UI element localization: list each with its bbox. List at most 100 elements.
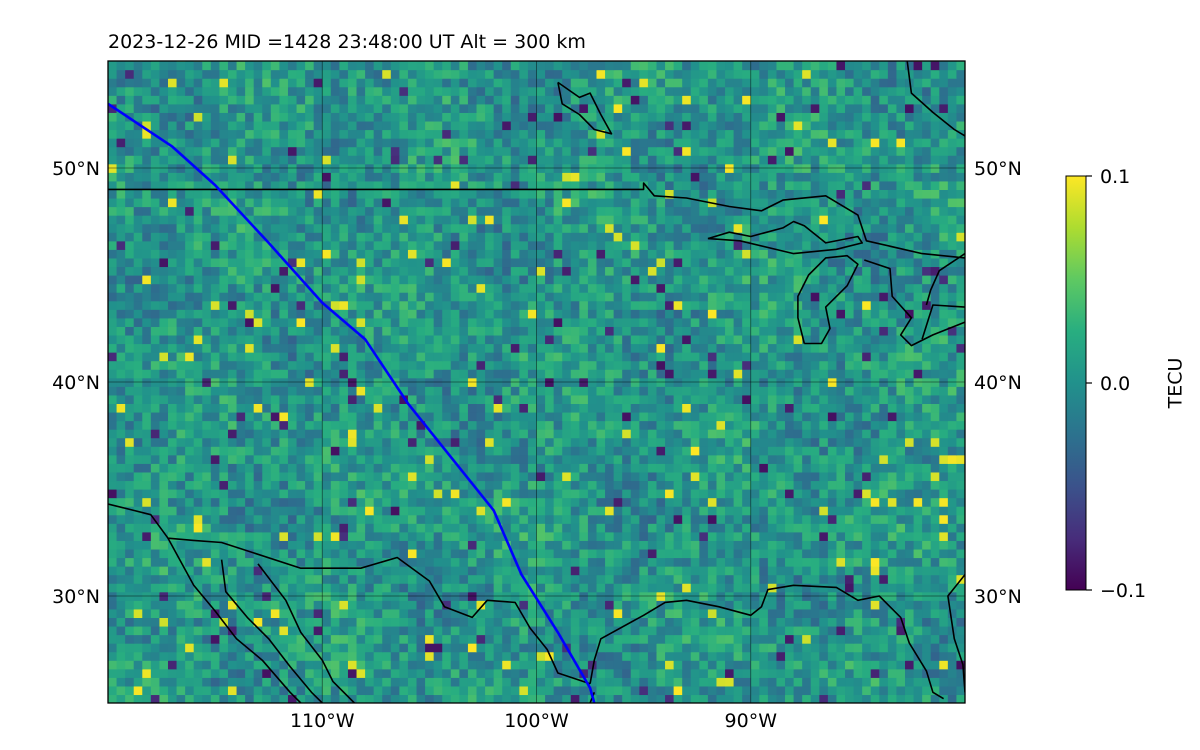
heatmap-cell (133, 471, 143, 482)
heatmap-cell (939, 480, 949, 490)
heatmap-cell (339, 625, 349, 636)
heatmap-cell (827, 292, 838, 302)
heatmap-cell (425, 352, 435, 362)
heatmap-cell (330, 600, 340, 610)
heatmap-cell (425, 557, 435, 567)
heatmap-cell (330, 275, 340, 285)
heatmap-cell (390, 411, 400, 422)
heatmap-cell (622, 275, 632, 285)
heatmap-cell (647, 531, 658, 541)
heatmap-cell (193, 429, 203, 439)
heatmap-cell (305, 317, 315, 327)
heatmap-cell (750, 600, 760, 610)
heatmap-cell (330, 437, 340, 447)
heatmap-cell (690, 617, 700, 627)
heatmap-cell (622, 523, 632, 533)
heatmap-cell (725, 352, 735, 362)
heatmap-cell (365, 514, 375, 524)
heatmap-cell (536, 514, 546, 524)
heatmap-cell (673, 557, 683, 567)
heatmap-cell (776, 463, 786, 473)
heatmap-cell (802, 454, 812, 464)
heatmap-cell (347, 523, 358, 533)
heatmap-cell (819, 326, 829, 336)
heatmap-cell (742, 557, 752, 567)
heatmap-cell (853, 608, 863, 618)
heatmap-cell (253, 557, 263, 567)
heatmap-cell (579, 523, 589, 533)
heatmap-cell (373, 369, 383, 379)
heatmap-cell (639, 600, 649, 610)
heatmap-cell (690, 531, 700, 541)
heatmap-cell (939, 574, 949, 584)
heatmap-cell (347, 463, 358, 473)
heatmap-cell (767, 497, 778, 507)
heatmap-cell (665, 531, 675, 541)
heatmap-cell (399, 437, 409, 447)
heatmap-cell (339, 403, 349, 413)
heatmap-cell (459, 677, 469, 687)
heatmap-cell (647, 557, 658, 567)
heatmap-cell (562, 317, 572, 327)
heatmap-cell (185, 583, 195, 593)
heatmap-cell (785, 497, 795, 507)
heatmap-cell (896, 471, 906, 482)
heatmap-cell (742, 463, 752, 473)
heatmap-cell (733, 531, 743, 541)
heatmap-cell (536, 454, 546, 464)
heatmap-cell (493, 369, 503, 379)
heatmap-cell (742, 403, 752, 413)
heatmap-cell (853, 660, 863, 670)
heatmap-cell (476, 360, 486, 370)
heatmap-cell (647, 480, 658, 490)
heatmap-cell (519, 660, 529, 670)
heatmap-cell (433, 386, 443, 396)
heatmap-cell (150, 625, 161, 636)
heatmap-cell (390, 429, 400, 439)
heatmap-cell (639, 454, 649, 464)
heatmap-cell (845, 668, 855, 678)
heatmap-cell (193, 523, 203, 533)
heatmap-cell (810, 334, 820, 345)
heatmap-cell (630, 446, 640, 456)
heatmap-cell (827, 651, 838, 661)
heatmap-cell (613, 608, 623, 618)
heatmap-cell (819, 480, 829, 490)
heatmap-cell (827, 548, 838, 559)
heatmap-cell (125, 292, 135, 302)
heatmap-cell (536, 548, 546, 559)
heatmap-cell (570, 668, 580, 678)
heatmap-cell (296, 446, 306, 456)
heatmap-cell (485, 660, 495, 670)
heatmap-cell (930, 463, 940, 473)
heatmap-cell (879, 677, 889, 687)
heatmap-cell (322, 403, 332, 413)
heatmap-cell (956, 677, 965, 687)
heatmap-cell (622, 317, 632, 327)
heatmap-cell (313, 677, 323, 687)
heatmap-cell (699, 548, 709, 559)
heatmap-cell (819, 685, 829, 696)
heatmap-cell (613, 677, 623, 687)
heatmap-cell (287, 471, 298, 482)
heatmap-cell (802, 386, 812, 396)
heatmap-cell (742, 531, 752, 541)
heatmap-cell (896, 583, 906, 593)
heatmap-cell (279, 454, 289, 464)
heatmap-cell (699, 292, 709, 302)
heatmap-cell (236, 583, 246, 593)
heatmap-cell (202, 574, 212, 584)
heatmap-cell (776, 540, 786, 550)
heatmap-cell (862, 352, 872, 362)
heatmap-cell (493, 334, 503, 345)
heatmap-cell (167, 454, 178, 464)
heatmap-cell (613, 660, 623, 670)
heatmap-cell (356, 463, 366, 473)
heatmap-cell (913, 300, 923, 310)
heatmap-cell (519, 677, 529, 687)
heatmap-cell (733, 317, 743, 327)
heatmap-cell (673, 583, 683, 593)
heatmap-cell (347, 411, 358, 422)
heatmap-cell (879, 446, 889, 456)
heatmap-cell (347, 685, 358, 696)
